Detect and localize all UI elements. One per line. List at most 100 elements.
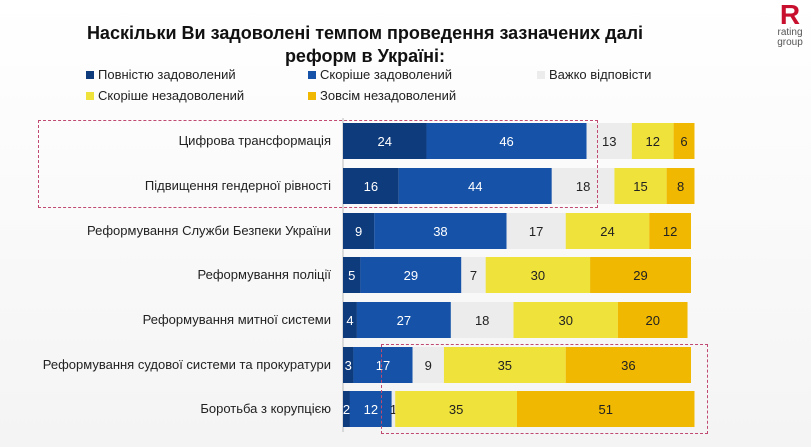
data-label: 13 [602, 134, 616, 149]
highlight-box [381, 344, 708, 434]
category-label: Підвищення гендерної рівності [144, 178, 331, 193]
legend-label: Скоріше незадоволений [98, 88, 245, 103]
data-label: 4 [346, 313, 353, 328]
bar-segment [343, 257, 361, 293]
bar-segment [551, 168, 615, 204]
bar-segment [343, 302, 357, 338]
data-label: 18 [576, 179, 590, 194]
bar-segment [649, 213, 691, 249]
category-label: Реформування Служби Безпеки України [87, 223, 331, 238]
chart-title: Наскільки Ви задоволені темпом проведенн… [86, 23, 644, 66]
data-label: 24 [378, 134, 392, 149]
data-label: 44 [468, 179, 482, 194]
bar-segment [586, 123, 632, 159]
data-label: 38 [433, 224, 447, 239]
data-label: 29 [633, 268, 647, 283]
bar-segment [426, 123, 587, 159]
legend-item: Скоріше задоволений [308, 67, 452, 82]
legend-swatch [308, 70, 316, 79]
bar-segment [513, 302, 618, 338]
bar-segment [565, 347, 691, 383]
legend-item: Повністю задоволений [86, 67, 236, 82]
category-label: Реформування митної системи [142, 312, 331, 327]
legend-label: Повністю задоволений [98, 67, 236, 82]
legend-label: Важко відповісти [549, 67, 652, 82]
data-label: 15 [633, 179, 647, 194]
category-label: Боротьба з корупцією [200, 401, 331, 416]
logo-letter: R [779, 0, 801, 30]
bar-segment [565, 213, 650, 249]
data-label: 17 [529, 224, 543, 239]
bar-segment [353, 347, 413, 383]
bar-segment [673, 123, 695, 159]
data-label: 2 [343, 402, 350, 417]
data-label: 20 [645, 313, 659, 328]
logo-line2: group [777, 37, 803, 48]
bar-segment [631, 123, 674, 159]
data-label: 9 [355, 224, 362, 239]
legend-item: Важко відповісти [537, 67, 651, 82]
data-label: 12 [645, 134, 659, 149]
bar-segment [614, 168, 667, 204]
bar-segment [666, 168, 695, 204]
data-label: 1 [390, 402, 397, 417]
highlight-box [38, 120, 598, 208]
bar-segment [356, 302, 451, 338]
bar-segment [395, 391, 517, 427]
data-label: 5 [348, 268, 355, 283]
bar-segment [391, 391, 396, 427]
bar-segment [443, 347, 566, 383]
data-label: 27 [397, 313, 411, 328]
data-label: 3 [345, 358, 352, 373]
logo-line1: rating [777, 27, 803, 38]
bar-segment [374, 213, 507, 249]
category-label: Цифрова трансформація [178, 133, 331, 148]
bar-segment [360, 257, 462, 293]
bar-segment [343, 213, 375, 249]
data-label: 36 [621, 358, 635, 373]
bar-segment [461, 257, 486, 293]
data-label: 16 [364, 179, 378, 194]
data-label: 46 [499, 134, 513, 149]
legend-item: Скоріше незадоволений [86, 88, 244, 103]
category-label: Реформування поліції [197, 267, 331, 282]
legend-swatch [537, 70, 545, 79]
data-label: 8 [677, 179, 684, 194]
data-label: 30 [531, 268, 545, 283]
legend-swatch [86, 91, 94, 100]
rating-group-logo: R rating group [770, 0, 810, 48]
bar-segment [398, 168, 552, 204]
data-label: 9 [425, 358, 432, 373]
bar-segment [506, 213, 566, 249]
legend-label: Скоріше задоволений [320, 67, 453, 82]
data-label: 35 [498, 358, 512, 373]
legend-swatch [86, 70, 94, 79]
legend-item: Зовсім незадоволений [308, 88, 456, 103]
legend-swatch [308, 91, 316, 100]
legend-label: Зовсім незадоволений [320, 88, 457, 103]
bar-segment [343, 123, 427, 159]
data-label: 12 [663, 224, 677, 239]
data-label: 7 [470, 268, 477, 283]
data-label: 18 [475, 313, 489, 328]
data-label: 51 [599, 402, 613, 417]
data-label: 24 [600, 224, 614, 239]
bar-segment [343, 168, 399, 204]
bar-segment [343, 391, 350, 427]
bar-segment [412, 347, 444, 383]
bar-segment [517, 391, 695, 427]
bar-segment [617, 302, 688, 338]
data-label: 17 [376, 358, 390, 373]
bar-segment [485, 257, 591, 293]
data-label: 12 [364, 402, 378, 417]
bar-segment [349, 391, 392, 427]
data-label: 30 [558, 313, 572, 328]
data-label: 29 [404, 268, 418, 283]
category-label: Реформування судової системи та прокурат… [42, 357, 331, 372]
data-label: 35 [449, 402, 463, 417]
bar-segment [450, 302, 514, 338]
data-label: 6 [680, 134, 687, 149]
bar-segment [343, 347, 354, 383]
bar-segment [590, 257, 691, 293]
